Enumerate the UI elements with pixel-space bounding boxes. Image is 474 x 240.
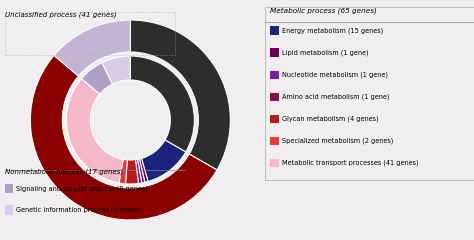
Text: Nucleotide metabolism (1 gene): Nucleotide metabolism (1 gene): [282, 72, 387, 78]
Text: Nonmetabolic process (17 genes): Nonmetabolic process (17 genes): [5, 168, 123, 175]
Wedge shape: [139, 158, 148, 182]
Wedge shape: [126, 160, 138, 184]
Bar: [270, 159, 279, 167]
Bar: [270, 93, 279, 101]
Text: Glycan metabolism (4 genes): Glycan metabolism (4 genes): [282, 116, 378, 122]
Wedge shape: [102, 56, 130, 84]
Text: Genetic information process (9 genes): Genetic information process (9 genes): [16, 207, 142, 213]
Bar: [270, 48, 279, 57]
Bar: [270, 137, 279, 145]
Text: Specialized metabolism (2 genes): Specialized metabolism (2 genes): [282, 138, 393, 144]
Wedge shape: [137, 159, 145, 183]
Wedge shape: [130, 20, 230, 170]
Wedge shape: [82, 63, 113, 94]
Text: Amino acid metabolism (1 gene): Amino acid metabolism (1 gene): [282, 94, 389, 100]
Text: Metabolic process (65 genes): Metabolic process (65 genes): [270, 7, 377, 14]
Wedge shape: [130, 56, 194, 152]
Wedge shape: [66, 79, 123, 183]
Text: Unclassified process (41 genes): Unclassified process (41 genes): [5, 12, 116, 18]
Text: Signaling and cellular process (8 genes): Signaling and cellular process (8 genes): [16, 185, 148, 192]
Bar: [270, 26, 279, 35]
Text: Lipid metabolism (1 gene): Lipid metabolism (1 gene): [282, 49, 368, 56]
Wedge shape: [119, 159, 128, 184]
Wedge shape: [136, 159, 142, 183]
Bar: [270, 71, 279, 79]
Wedge shape: [54, 20, 130, 76]
Bar: [5, 205, 13, 215]
Wedge shape: [141, 140, 186, 181]
Bar: [270, 115, 279, 123]
Text: Energy metabolism (15 genes): Energy metabolism (15 genes): [282, 27, 383, 34]
Bar: [5, 184, 13, 193]
Wedge shape: [30, 55, 217, 220]
Text: Metabolic transport processes (41 genes): Metabolic transport processes (41 genes): [282, 160, 418, 167]
